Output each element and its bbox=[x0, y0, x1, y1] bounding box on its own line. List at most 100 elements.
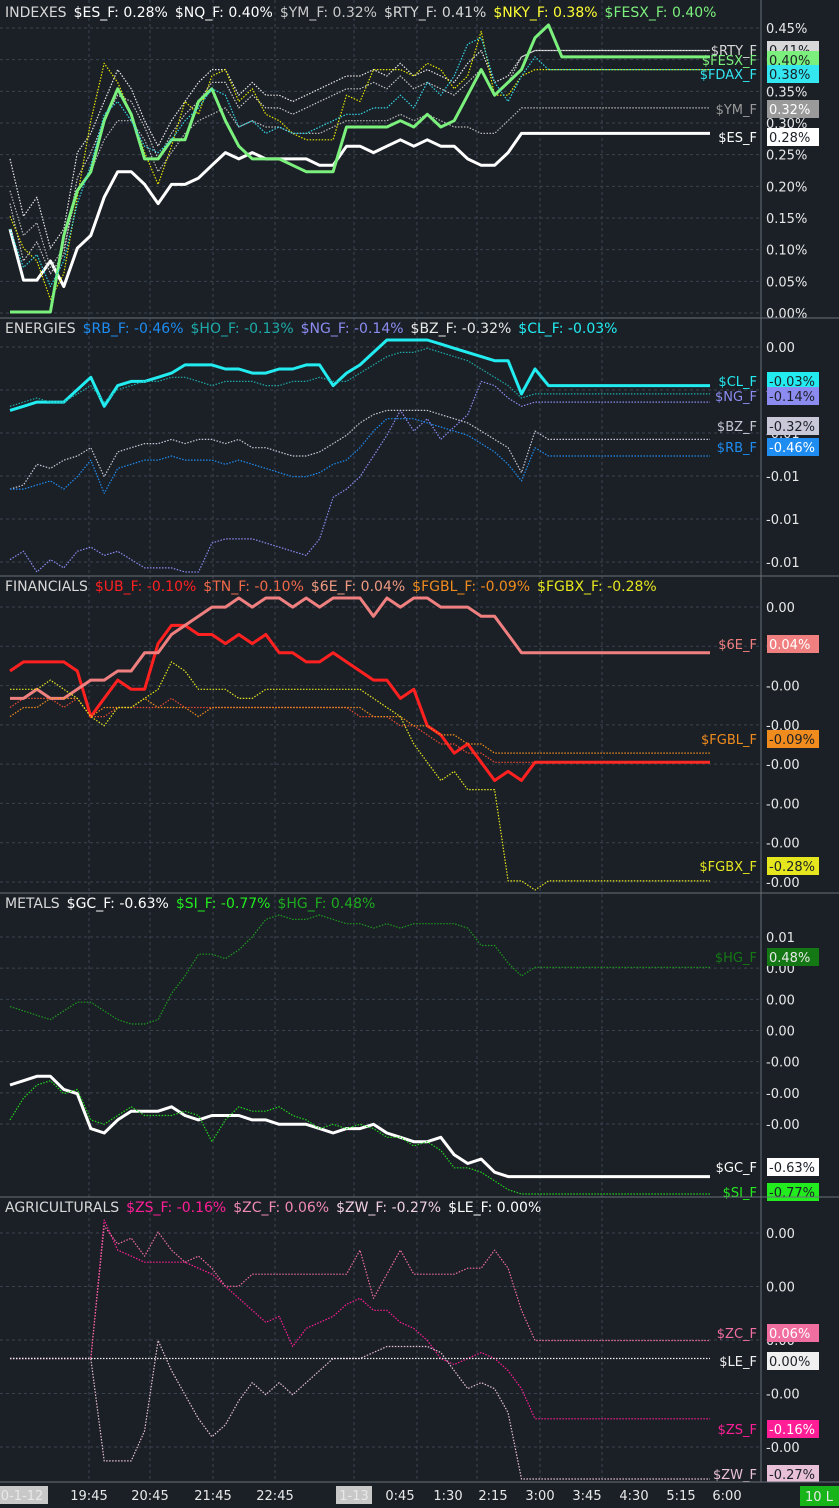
series-line-rty_f bbox=[9, 49, 710, 275]
panel-legend: FINANCIALS $UB_F: -0.10% $TN_F: -0.10% $6E_… bbox=[5, 579, 657, 595]
value-badge bbox=[767, 372, 819, 390]
panel-legend: ENERGIES $RB_F: -0.46% $HO_F: -0.13% $NG_F:… bbox=[5, 321, 617, 337]
value-badge-text: -0.46% bbox=[769, 441, 815, 456]
y-tick-label: 0.00 bbox=[766, 1281, 795, 1296]
value-badge bbox=[767, 1352, 819, 1370]
series-line-fgbl_f bbox=[9, 697, 710, 754]
legend-entry: $RTY_F: 0.41% bbox=[384, 5, 486, 21]
panel-financials: 0.000.00-0.00-0.00-0.00-0.00-0.00-0.00FI… bbox=[0, 575, 839, 891]
legend-entry: $FESX_F: 0.40% bbox=[605, 5, 717, 21]
corner-badge bbox=[800, 1486, 839, 1506]
panel-energies: 0.00-0.00-0.01-0.01-0.01-0.01ENERGIES$RB… bbox=[0, 317, 839, 573]
legend-entry: $NG_F: -0.14% bbox=[301, 321, 404, 337]
value-badge bbox=[767, 1324, 819, 1342]
series-end-label: $ES_F bbox=[718, 131, 757, 146]
x-tick-label: 2:15 bbox=[478, 1489, 507, 1504]
value-badge-text: -0.32% bbox=[769, 420, 815, 435]
panel-title: ENERGIES bbox=[5, 321, 76, 337]
legend-entry: $UB_F: -0.10% bbox=[95, 579, 196, 595]
value-badge bbox=[767, 417, 819, 435]
series-line-tn_f bbox=[9, 697, 710, 763]
value-badge-text: -0.03% bbox=[769, 375, 815, 390]
date-highlight bbox=[336, 1486, 372, 1504]
y-tick-label: 0.35% bbox=[766, 85, 807, 100]
value-badge-text: -0.27% bbox=[769, 1468, 815, 1483]
series-line-ub_f bbox=[9, 623, 710, 782]
y-tick-label: 0.01 bbox=[766, 931, 795, 946]
value-badge bbox=[767, 730, 819, 748]
panel-agriculturals: 0.000.000.00-0.00-0.00AGRICULTURALS$ZS_F… bbox=[0, 1196, 839, 1483]
series-end-label: $RB_F bbox=[717, 441, 757, 456]
y-tick-label: 0.00 bbox=[766, 993, 795, 1008]
panel-legend: AGRICULTURALS $ZS_F: -0.16% $ZC_F: 0.06% $Z… bbox=[5, 1200, 541, 1216]
series-end-label: $RTY_F bbox=[711, 44, 757, 59]
value-badge-text: -0.09% bbox=[769, 733, 815, 748]
legend-entry: $BZ_F: -0.32% bbox=[411, 321, 512, 337]
legend-entry: $YM_F: 0.32% bbox=[280, 5, 377, 21]
y-tick-label: -0.00 bbox=[766, 1087, 800, 1102]
series-end-label: $ZS_F bbox=[718, 1423, 757, 1438]
y-tick-label: -0.00 bbox=[766, 837, 800, 852]
series-line-si_f bbox=[9, 1080, 710, 1195]
value-badge-text: -0.16% bbox=[769, 1423, 815, 1438]
value-badge bbox=[767, 1158, 819, 1176]
series-line-6e_f bbox=[10, 596, 710, 700]
value-badge-text: 0.38% bbox=[769, 68, 810, 83]
x-tick-label: 0:45 bbox=[385, 1489, 414, 1504]
x-tick-label: 3:45 bbox=[572, 1489, 601, 1504]
y-tick-label: -0.00 bbox=[766, 1056, 800, 1071]
panel-title: AGRICULTURALS bbox=[5, 1200, 119, 1216]
series-end-label: $SI_F bbox=[723, 1186, 757, 1201]
series-end-label: $ZC_F bbox=[717, 1327, 757, 1342]
legend-entry: $HG_F: 0.48% bbox=[277, 896, 375, 912]
series-end-label: $GC_F bbox=[716, 1161, 757, 1176]
value-badge bbox=[767, 387, 819, 405]
legend-entry: $GC_F: -0.63% bbox=[67, 896, 169, 912]
value-badge-text: 0.04% bbox=[769, 638, 810, 653]
y-tick-label: -0.01 bbox=[766, 470, 800, 485]
y-tick-label: 0.00 bbox=[766, 341, 795, 356]
date-highlight bbox=[0, 1486, 48, 1504]
x-tick-label: 19:45 bbox=[70, 1489, 107, 1504]
value-badge bbox=[767, 1465, 819, 1483]
value-badge bbox=[767, 100, 819, 118]
x-tick-label: 22:45 bbox=[256, 1489, 293, 1504]
legend-entry: $ES_F: 0.28% bbox=[74, 5, 168, 21]
series-line-ng_f bbox=[9, 380, 710, 573]
panel-legend: INDEXES $ES_F: 0.28% $NQ_F: 0.40% $YM_F: 0.… bbox=[5, 5, 716, 21]
y-tick-label: -0.01 bbox=[766, 556, 800, 571]
series-line-gc_f bbox=[9, 1074, 710, 1179]
y-tick-label: -0.00 bbox=[766, 758, 800, 773]
series-line-fesx_f bbox=[10, 23, 710, 314]
y-tick-label: 0.00 bbox=[766, 1227, 795, 1242]
legend-entry: $RB_F: -0.46% bbox=[83, 321, 184, 337]
value-badge bbox=[767, 65, 819, 83]
y-tick-label: -0.00 bbox=[766, 1388, 800, 1403]
legend-entry: $TN_F: -0.10% bbox=[203, 579, 304, 595]
panel-title: FINANCIALS bbox=[5, 579, 88, 595]
series-end-label: $FGBX_F bbox=[699, 860, 757, 875]
legend-entry: $6E_F: 0.04% bbox=[311, 579, 405, 595]
legend-entry: $LE_F: 0.00% bbox=[448, 1200, 541, 1216]
corner-badge-text: 10 L bbox=[805, 1490, 834, 1505]
series-line-cl_f bbox=[9, 338, 710, 412]
series-end-label: $CL_F bbox=[718, 375, 757, 390]
value-badge-text: -0.28% bbox=[769, 860, 815, 875]
value-badge bbox=[767, 1420, 819, 1438]
y-tick-label: 0.10% bbox=[766, 244, 807, 259]
legend-entry: $CL_F: -0.03% bbox=[518, 321, 617, 337]
series-line-fdax_f bbox=[9, 37, 710, 288]
legend-entry: $FGBL_F: -0.09% bbox=[412, 579, 530, 595]
value-badge-text: 0.48% bbox=[769, 951, 810, 966]
series-line-ho_f bbox=[9, 347, 710, 407]
x-tick-label: 1:30 bbox=[433, 1489, 462, 1504]
value-badge-text: 0.06% bbox=[769, 1327, 810, 1342]
legend-entry: $ZW_F: -0.27% bbox=[336, 1200, 441, 1216]
series-end-label: $NG_F bbox=[715, 390, 757, 405]
legend-entry: $ZS_F: -0.16% bbox=[126, 1200, 226, 1216]
series-end-label: $ZW_F bbox=[713, 1468, 757, 1483]
y-tick-label: 0.20% bbox=[766, 180, 807, 195]
x-tick-label: 0-1-12 bbox=[1, 1489, 43, 1504]
